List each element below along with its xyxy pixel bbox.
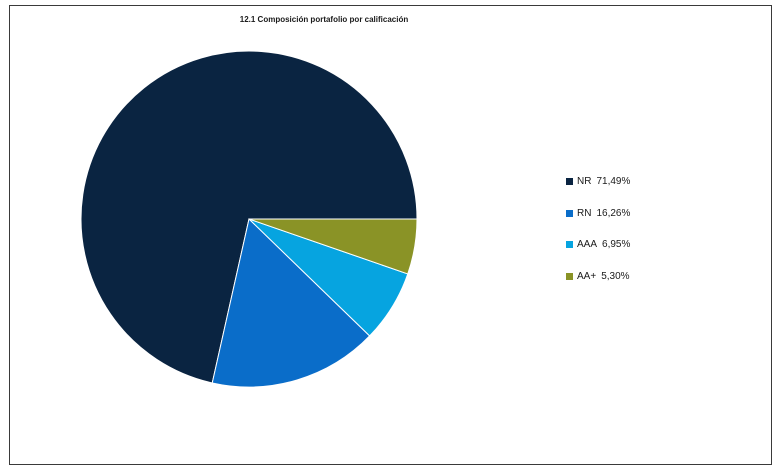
legend-swatch (566, 272, 573, 280)
pie-chart (80, 50, 418, 388)
legend-value: 16,26% (596, 207, 631, 219)
legend-swatch (566, 178, 573, 186)
pie-slice-aa (248, 218, 418, 275)
legend-swatch (566, 209, 573, 217)
pie-slices (80, 50, 418, 388)
legend-label: RN (577, 207, 592, 219)
pie-slice-nr (80, 50, 418, 384)
legend-label: AA+ (577, 270, 597, 282)
pie-slice-rn (211, 218, 371, 388)
legend-label: AAA (577, 239, 598, 251)
legend-value: 5,30% (601, 270, 630, 282)
legend-item-nr: NR 71,49% (566, 166, 630, 198)
legend-value: 71,49% (596, 176, 631, 188)
legend-label: NR (577, 176, 592, 188)
legend-swatch (566, 241, 573, 249)
legend-item-aaa: AAA 6,95% (566, 229, 630, 261)
legend-item-rn: RN 16,26% (566, 198, 630, 230)
legend-value: 6,95% (602, 239, 631, 251)
legend: NR 71,49% RN 16,26% AAA 6,95% AA+ 5,30% (566, 166, 630, 292)
legend-item-aa: AA+ 5,30% (566, 261, 630, 293)
chart-title: 12.1 Composición portafolio por califica… (239, 15, 409, 24)
